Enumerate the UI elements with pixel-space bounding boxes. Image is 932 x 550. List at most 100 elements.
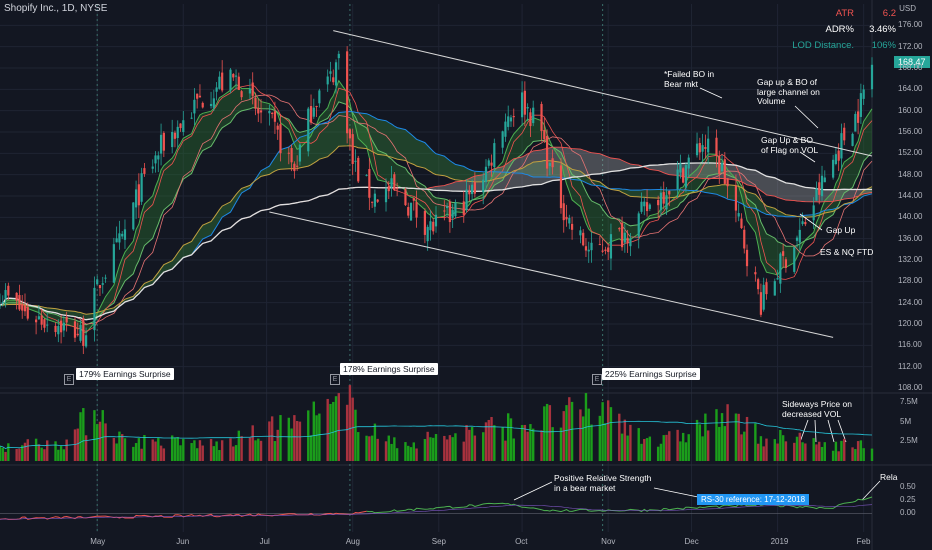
volume-bar xyxy=(723,426,727,461)
candle xyxy=(371,201,374,208)
volume-bar xyxy=(623,419,627,461)
candle xyxy=(201,101,204,109)
volume-bar xyxy=(851,447,854,461)
candle xyxy=(393,172,396,192)
candle xyxy=(215,82,218,101)
candle-body xyxy=(862,89,865,99)
candle-body xyxy=(590,242,593,251)
price-tick-label: 160.00 xyxy=(898,105,923,115)
volume-bar xyxy=(112,437,116,461)
annotation-sideways: Sideways Price on decreased VOL xyxy=(782,399,852,419)
volume-bar xyxy=(659,443,663,461)
candle xyxy=(590,232,593,263)
candle xyxy=(326,69,329,92)
candle xyxy=(18,284,21,312)
price-tick-label: 140.00 xyxy=(898,212,923,222)
candle-body xyxy=(190,117,193,119)
volume-bar xyxy=(151,439,154,461)
volume-bar xyxy=(565,405,568,461)
candle-body xyxy=(526,107,529,109)
candle xyxy=(140,167,143,205)
volume-bar xyxy=(370,435,374,461)
candle xyxy=(73,316,77,342)
candle-body xyxy=(718,156,721,174)
candle-body xyxy=(473,182,476,194)
candle xyxy=(151,159,154,174)
candle xyxy=(604,246,607,255)
candle xyxy=(587,241,590,263)
candle-body xyxy=(140,173,143,202)
volume-bar xyxy=(426,431,429,461)
earnings-icon-3[interactable]: E xyxy=(592,374,602,385)
candle xyxy=(257,98,260,122)
annotation-positive-rs: Positive Relative Strength in a bear mar… xyxy=(554,473,652,493)
candle-body xyxy=(234,75,238,77)
annotation-arrow xyxy=(799,213,823,231)
candle-body xyxy=(57,326,60,335)
earnings-icon-1[interactable]: E xyxy=(64,374,74,385)
price-tick-label: 176.00 xyxy=(898,20,923,30)
candle-body xyxy=(329,71,332,74)
candle xyxy=(409,202,413,221)
candle-body xyxy=(451,210,454,218)
candle xyxy=(565,204,568,227)
candle-body xyxy=(315,105,318,107)
candle xyxy=(618,227,621,232)
candle xyxy=(579,226,582,244)
volume-bar xyxy=(4,451,7,461)
volume-bar xyxy=(43,449,46,461)
volume-bar xyxy=(448,435,452,461)
earnings-icon-2[interactable]: E xyxy=(330,374,340,385)
candle xyxy=(832,154,835,180)
volume-bar xyxy=(548,405,552,461)
volume-bar xyxy=(776,443,779,461)
candle xyxy=(65,311,68,332)
volume-bar xyxy=(312,401,316,461)
candle-body xyxy=(296,165,299,167)
candle xyxy=(315,105,318,118)
volume-bar xyxy=(215,441,218,461)
candle-body xyxy=(520,92,524,118)
candle-body xyxy=(668,190,671,195)
earnings-label-2[interactable]: 178% Earnings Surprise xyxy=(340,363,438,375)
volume-bar xyxy=(698,424,702,461)
volume-bar xyxy=(840,440,843,461)
last-price-label: 168.47 xyxy=(894,56,930,68)
candle xyxy=(504,113,507,142)
candle xyxy=(668,190,671,207)
volume-bar xyxy=(115,443,118,461)
volume-bar xyxy=(695,419,699,461)
candle xyxy=(35,315,38,335)
candle xyxy=(834,147,837,166)
candle xyxy=(682,167,685,184)
candle xyxy=(193,88,196,126)
candle xyxy=(715,129,718,168)
earnings-label-3[interactable]: 225% Earnings Surprise xyxy=(602,368,700,380)
volume-bar xyxy=(318,413,321,461)
candle-body xyxy=(229,69,232,91)
candle xyxy=(532,100,535,127)
volume-series xyxy=(0,385,874,461)
candle xyxy=(795,235,799,248)
candle-body xyxy=(118,233,121,243)
candle xyxy=(79,319,82,343)
earnings-label-1[interactable]: 179% Earnings Surprise xyxy=(76,368,174,380)
candle xyxy=(765,278,768,300)
annotation-arrow xyxy=(653,487,699,498)
volume-bar xyxy=(620,433,624,461)
candle xyxy=(332,69,335,86)
candle-body xyxy=(290,148,293,163)
candle xyxy=(659,186,663,217)
volume-bar xyxy=(237,430,241,461)
candle-body xyxy=(704,147,707,149)
candle xyxy=(645,189,649,217)
volume-bar xyxy=(298,421,302,461)
candle-body xyxy=(59,320,63,333)
volume-bar xyxy=(743,431,746,461)
candle xyxy=(798,218,801,252)
candle xyxy=(657,195,660,218)
candle-body xyxy=(682,168,685,183)
volume-bar xyxy=(273,441,277,461)
candle xyxy=(376,199,379,203)
